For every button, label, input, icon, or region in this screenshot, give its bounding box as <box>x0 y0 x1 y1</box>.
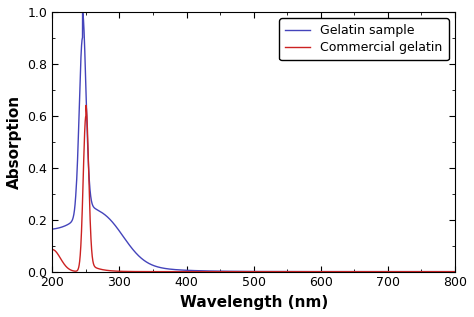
Line: Gelatin sample: Gelatin sample <box>52 12 455 272</box>
Commercial gelatin <box>49 248 55 251</box>
Gelatin sample <box>145 261 151 265</box>
Commercial gelatin <box>201 270 207 274</box>
Gelatin sample <box>147 262 153 266</box>
Commercial gelatin <box>452 270 458 274</box>
Line: Commercial gelatin: Commercial gelatin <box>52 106 455 272</box>
Legend: Gelatin sample, Commercial gelatin: Gelatin sample, Commercial gelatin <box>279 18 449 61</box>
Gelatin sample <box>201 269 207 273</box>
Commercial gelatin <box>145 270 151 274</box>
Gelatin sample <box>80 10 85 14</box>
Y-axis label: Absorption: Absorption <box>7 95 22 189</box>
Commercial gelatin <box>230 270 236 274</box>
Gelatin sample <box>449 270 455 274</box>
Gelatin sample <box>230 269 236 273</box>
X-axis label: Wavelength (nm): Wavelength (nm) <box>180 295 328 310</box>
Commercial gelatin <box>83 104 89 107</box>
Commercial gelatin <box>143 270 149 274</box>
Gelatin sample <box>452 270 458 274</box>
Commercial gelatin <box>449 270 455 274</box>
Commercial gelatin <box>147 270 153 274</box>
Gelatin sample <box>143 260 149 263</box>
Gelatin sample <box>49 227 55 231</box>
